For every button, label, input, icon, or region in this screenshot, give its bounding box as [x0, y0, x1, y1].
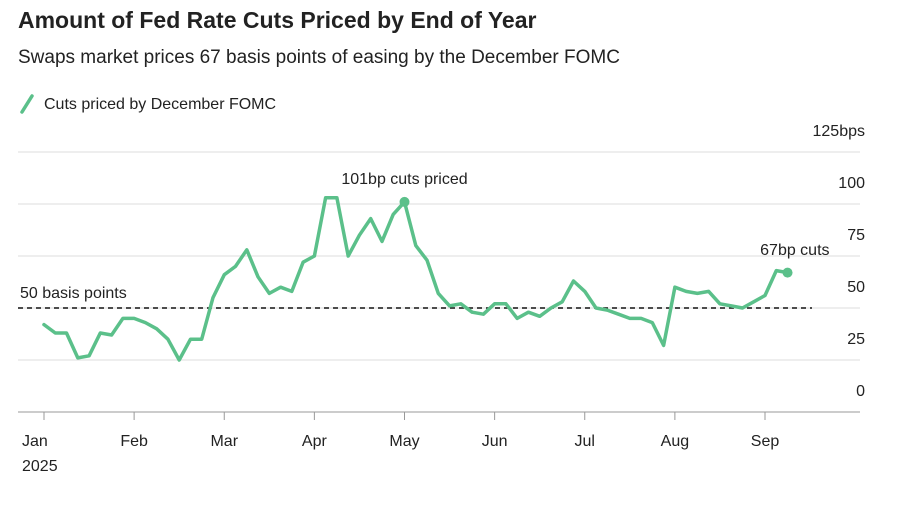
x-tick-label: Aug	[661, 433, 689, 450]
series-line	[42, 196, 790, 362]
reference-label: 50 basis points	[20, 285, 127, 302]
chart-subtitle: Swaps market prices 67 basis points of e…	[18, 47, 620, 68]
x-tick-label: Apr	[302, 433, 328, 450]
chart-title: Amount of Fed Rate Cuts Priced by End of…	[18, 7, 536, 33]
y-tick-label: 50	[847, 279, 865, 296]
y-tick-label: 100	[838, 175, 865, 192]
annotation-dot	[782, 267, 793, 278]
x-tick-label: Jun	[482, 433, 508, 450]
y-tick-label: 125bps	[813, 123, 866, 140]
annotation: 67bp cuts	[760, 242, 829, 259]
x-tick-label: Jul	[575, 433, 595, 450]
y-tick-label: 0	[856, 383, 865, 400]
annotation: 101bp cuts priced	[341, 171, 467, 188]
x-tick-label: Jan	[22, 433, 48, 450]
annotation-dot	[399, 196, 410, 207]
legend-swatch	[20, 94, 34, 114]
x-tick-label: May	[389, 433, 419, 450]
x-year-label: 2025	[22, 458, 58, 475]
x-tick-label: Mar	[210, 433, 238, 450]
legend-label: Cuts priced by December FOMC	[44, 96, 276, 113]
x-tick-label: Sep	[751, 433, 780, 450]
y-tick-label: 25	[847, 331, 865, 348]
y-tick-label: 75	[847, 227, 865, 244]
x-tick-label: Feb	[120, 433, 148, 450]
